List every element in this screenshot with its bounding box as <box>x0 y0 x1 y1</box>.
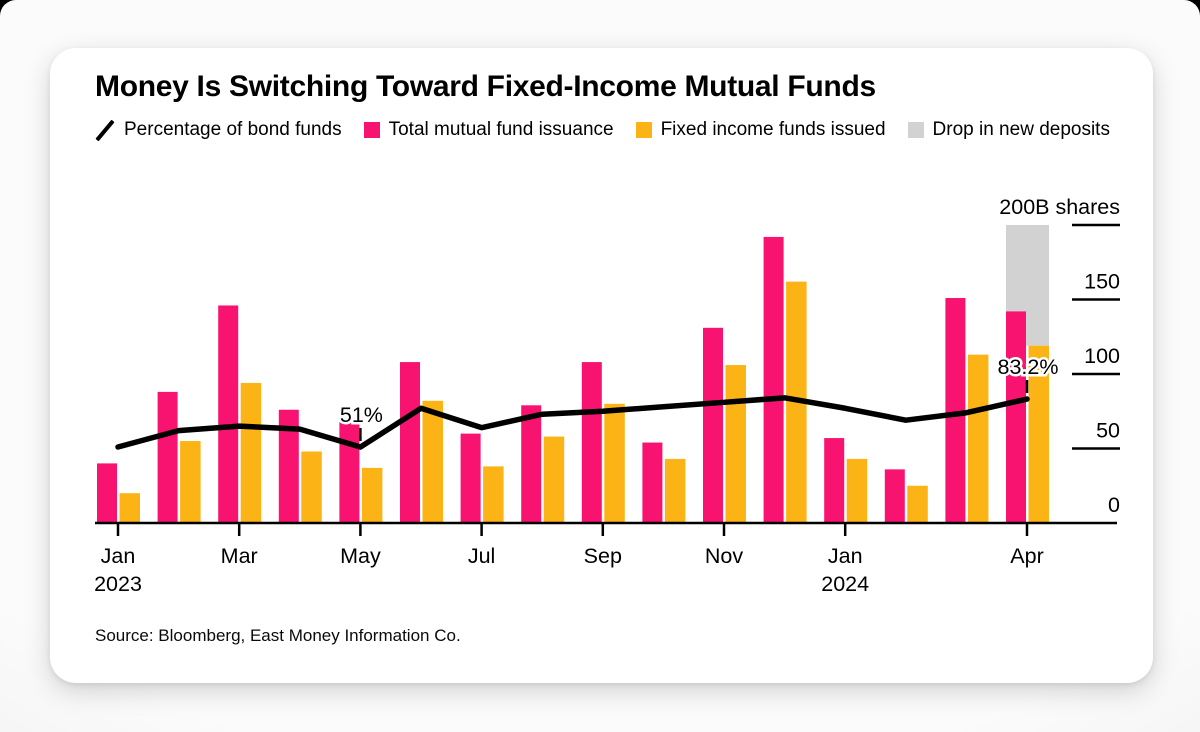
pink-swatch-icon <box>363 122 380 138</box>
line-slash-icon <box>95 119 115 141</box>
legend-label: Percentage of bond funds <box>124 119 342 140</box>
legend: Percentage of bond funds Total mutual fu… <box>95 117 1115 143</box>
chart-title: Money Is Switching Toward Fixed-Income M… <box>95 70 876 103</box>
legend-label: Fixed income funds issued <box>660 119 886 140</box>
legend-item-percentage-of-bond-funds: Percentage of bond funds <box>95 117 342 143</box>
legend-item-total-mutual-fund-issuance: Total mutual fund issuance <box>363 117 614 143</box>
gray-swatch-icon <box>907 122 924 138</box>
source-note: Source: Bloomberg, East Money Informatio… <box>95 626 461 645</box>
legend-label: Total mutual fund issuance <box>388 119 614 140</box>
yellow-swatch-icon <box>635 122 652 138</box>
legend-item-drop-in-new-deposits: Drop in new deposits <box>907 117 1110 143</box>
legend-label: Drop in new deposits <box>932 119 1110 140</box>
legend-item-fixed-income-funds-issued: Fixed income funds issued <box>635 117 886 143</box>
chart-card: Money Is Switching Toward Fixed-Income M… <box>50 48 1153 683</box>
